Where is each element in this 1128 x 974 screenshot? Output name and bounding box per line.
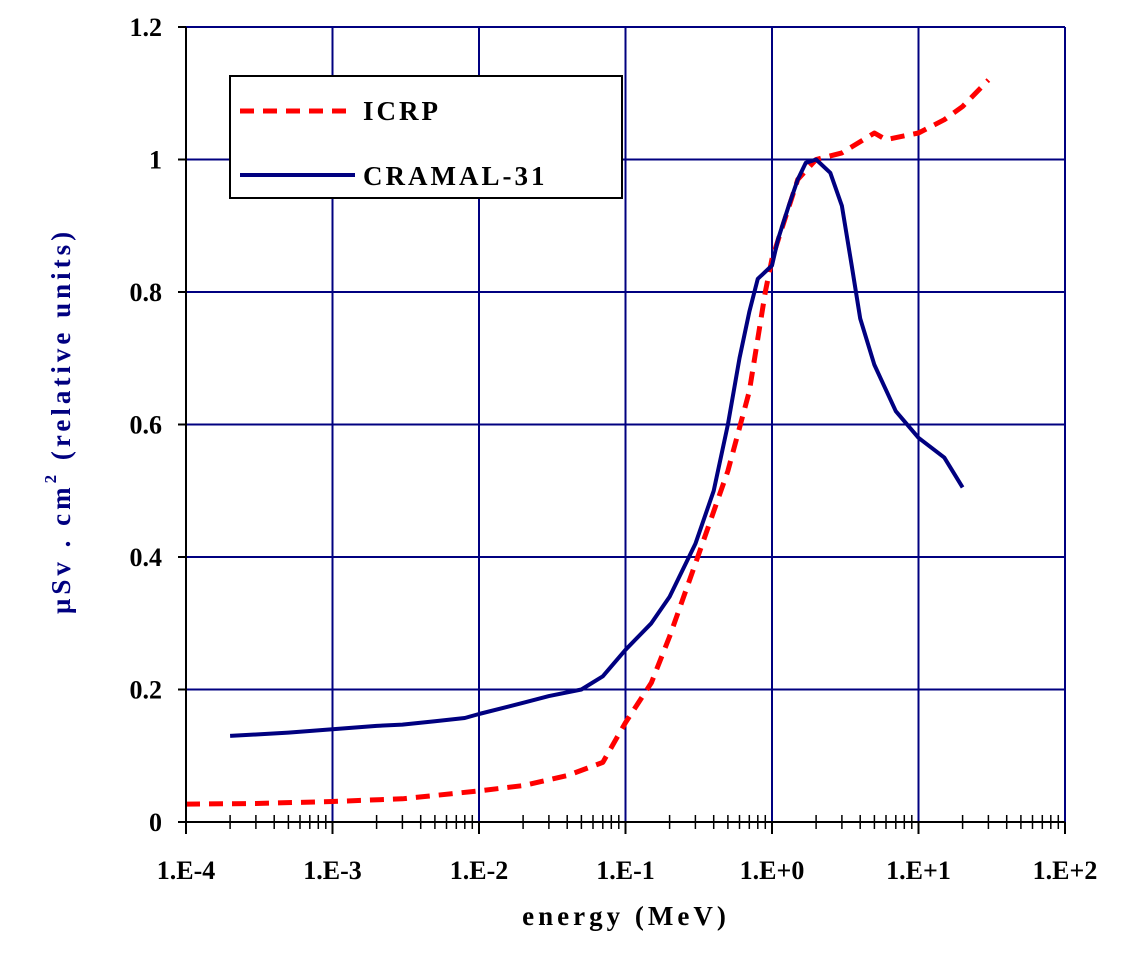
y-axis-title-tail: (relative units) xyxy=(46,228,76,471)
x-tick-label: 1.E-3 xyxy=(303,856,362,885)
y-tick-label: 1.2 xyxy=(130,13,163,42)
x-tick-label: 1.E-4 xyxy=(157,856,216,885)
legend-label-icrp: ICRP xyxy=(363,96,441,126)
legend-label-cramal: CRAMAL-31 xyxy=(363,161,547,191)
legend: ICRP CRAMAL-31 xyxy=(229,75,623,199)
y-axis-title-superscript: 2 xyxy=(41,471,60,484)
series-line-icrp xyxy=(185,78,991,807)
x-tick-label: 1.E+0 xyxy=(740,856,805,885)
y-axis-title: µSv . cm2 (relative units) xyxy=(41,228,76,614)
y-axis-title-main: µSv . cm xyxy=(46,483,76,614)
y-tick-label: 0.4 xyxy=(130,543,163,572)
legend-box xyxy=(229,75,623,199)
x-axis-title: energy (MeV) xyxy=(522,901,730,931)
series-line-cramal-31 xyxy=(229,157,965,738)
y-axis-ticks: 0 0.2 0.4 0.6 0.8 1 1.2 xyxy=(130,13,187,837)
x-tick-label: 1.E+2 xyxy=(1033,856,1098,885)
y-tick-label: 1 xyxy=(149,146,162,175)
series-layer xyxy=(185,78,991,807)
y-tick-label: 0.2 xyxy=(130,676,163,705)
y-tick-label: 0 xyxy=(149,808,162,837)
x-tick-label: 1.E-2 xyxy=(450,856,509,885)
y-tick-label: 0.6 xyxy=(130,411,163,440)
x-tick-label: 1.E+1 xyxy=(886,856,951,885)
x-axis-ticks: 1.E-4 1.E-3 1.E-2 1.E-1 1.E+0 1.E+1 1.E+2 xyxy=(157,821,1098,885)
x-tick-label: 1.E-1 xyxy=(596,856,655,885)
y-tick-label: 0.8 xyxy=(130,278,163,307)
